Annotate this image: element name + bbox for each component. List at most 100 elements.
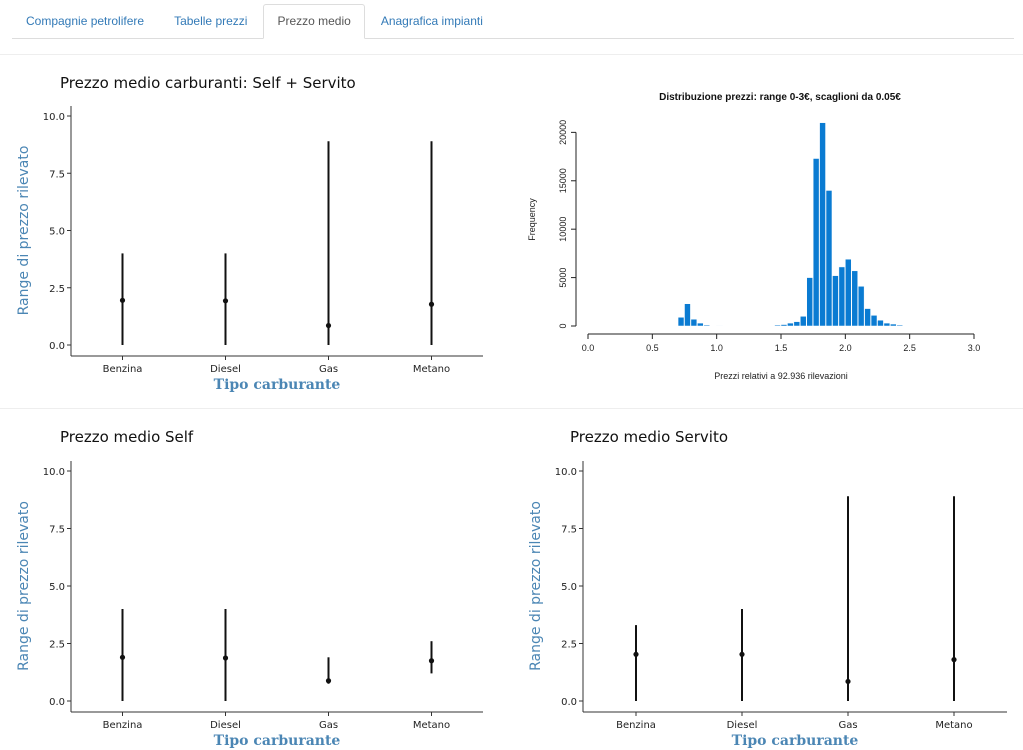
x-tick-label: Benzina (103, 720, 143, 731)
chart-title: Prezzo medio Self (60, 428, 194, 446)
histogram-bar (845, 258, 852, 327)
histogram-bar (684, 303, 691, 327)
histogram-chart-distribuzione: Distribuzione prezzi: range 0-3€, scagli… (527, 92, 981, 381)
histogram-bar (870, 315, 878, 327)
mean-point (739, 651, 745, 657)
x-tick-label: Gas (838, 720, 857, 731)
histogram-bar (787, 322, 794, 327)
histogram-bar (677, 317, 685, 327)
x-tick-label: Metano (935, 720, 972, 731)
tab-prezzo-medio[interactable]: Prezzo medio (263, 4, 365, 39)
histogram-bar (832, 275, 839, 327)
errorbar-chart-self: Prezzo medio Self 0.0 2.5 5.0 7.5 10.0 Benzina… (16, 428, 483, 749)
section-divider-top (0, 54, 1023, 55)
x-tick-label: 2.5 (903, 343, 916, 353)
y-tick-label: 7.5 (49, 525, 65, 536)
y-tick-label: 2.5 (561, 640, 577, 651)
x-tick-label: Metano (413, 720, 450, 731)
x-tick-label: 3.0 (968, 343, 981, 353)
y-tick-label: 2.5 (49, 284, 65, 295)
histogram-title: Distribuzione prezzi: range 0-3€, scagli… (659, 92, 901, 103)
chart-title: Prezzo medio carburanti: Self + Servito (60, 74, 356, 92)
y-tick-label: 5.0 (561, 582, 577, 593)
tab-bar: Compagnie petrolifere Tabelle prezzi Pre… (12, 4, 1014, 39)
x-tick-label: Diesel (210, 720, 241, 731)
mean-point (325, 322, 332, 329)
plot-distribuzione-prezzi: Distribuzione prezzi: range 0-3€, scagli… (510, 58, 1023, 398)
x-axis-title: Tipo carburante (214, 733, 341, 749)
mean-point (222, 298, 229, 304)
histogram-bar (851, 270, 858, 327)
x-tick-label: Diesel (210, 364, 241, 375)
x-tick-label: Benzina (103, 364, 143, 375)
y-tick-label: 10.0 (43, 467, 65, 478)
plot-servito: Prezzo medio Servito 0.0 2.5 5.0 7.5 10.0 Benz… (510, 412, 1023, 750)
mean-point (119, 297, 126, 303)
mean-point (428, 658, 435, 664)
y-tick-label: 0.0 (49, 341, 65, 352)
x-tick-label: Diesel (727, 720, 758, 731)
histogram-bar (883, 322, 891, 327)
y-tick-label: 10.0 (555, 467, 577, 478)
y-tick-label: 5.0 (49, 582, 65, 593)
x-axis-title: Tipo carburante (214, 377, 341, 393)
y-tick-label: 2.5 (49, 640, 65, 651)
histogram-bar (819, 122, 826, 327)
x-tick-label: 0.5 (646, 343, 659, 353)
chart-title: Prezzo medio Servito (570, 428, 728, 446)
tab-anagrafica-impianti[interactable]: Anagrafica impianti (380, 14, 483, 28)
mean-point (119, 654, 126, 660)
x-tick-label: Gas (319, 364, 338, 375)
histogram-bar (774, 324, 781, 327)
x-tick-label: Gas (319, 720, 338, 731)
histogram-bar (812, 158, 820, 327)
x-tick-label: Benzina (616, 720, 656, 731)
y-tick-label: 5000 (558, 268, 568, 288)
y-axis-title: Range di prezzo rilevato (16, 146, 32, 316)
histogram-bar (838, 266, 846, 327)
plot-self: Prezzo medio Self 0.0 2.5 5.0 7.5 10.0 Benzina… (0, 412, 510, 750)
histogram-bar (877, 319, 884, 327)
y-tick-label: 5.0 (49, 227, 65, 238)
x-tick-label: 2.0 (839, 343, 852, 353)
x-tick-label: 1.0 (710, 343, 723, 353)
section-divider-middle (0, 408, 1023, 409)
mean-point (325, 678, 332, 684)
mean-point (428, 301, 435, 307)
histogram-bar (780, 324, 788, 327)
x-tick-label: 0.0 (582, 343, 595, 353)
tab-tabelle-prezzi[interactable]: Tabelle prezzi (174, 14, 248, 28)
tab-compagnie-petrolifere[interactable]: Compagnie petrolifere (26, 14, 145, 28)
y-tick-label: 20000 (558, 120, 568, 145)
y-tick-label: 0.0 (561, 697, 577, 708)
histogram-y-label: Frequency (527, 198, 537, 241)
y-axis-title: Range di prezzo rilevato (528, 501, 544, 671)
errorbar-chart-servito: Prezzo medio Servito 0.0 2.5 5.0 7.5 10.0 Benz… (528, 428, 1007, 749)
histogram-bar (806, 277, 813, 327)
mean-point (633, 651, 639, 657)
mean-point (845, 678, 851, 685)
histogram-bar (825, 190, 833, 327)
plot-self-servito: Prezzo medio carburanti: Self + Servito 0… (0, 58, 510, 398)
y-axis-title: Range di prezzo rilevato (16, 501, 32, 671)
histogram-bar (703, 324, 710, 327)
x-tick-label: Metano (413, 364, 450, 375)
y-tick-label: 0 (558, 323, 568, 328)
mean-point (951, 657, 957, 663)
histogram-bar (864, 308, 871, 327)
y-tick-label: 0.0 (49, 697, 65, 708)
y-tick-label: 10.0 (43, 112, 65, 123)
y-tick-label: 7.5 (49, 169, 65, 180)
errorbar-chart-self-servito: Prezzo medio carburanti: Self + Servito 0… (16, 74, 483, 393)
histogram-bar (690, 318, 698, 327)
histogram-bar (890, 323, 897, 327)
histogram-bar (800, 316, 807, 327)
histogram-bar (857, 286, 865, 327)
mean-point (222, 655, 229, 661)
y-tick-label: 10000 (558, 217, 568, 242)
y-tick-label: 15000 (558, 168, 568, 193)
histogram-bar (793, 321, 801, 327)
histogram-x-label: Prezzi relativi a 92.936 rilevazioni (714, 371, 848, 381)
x-tick-label: 1.5 (775, 343, 788, 353)
y-tick-label: 7.5 (561, 525, 577, 536)
